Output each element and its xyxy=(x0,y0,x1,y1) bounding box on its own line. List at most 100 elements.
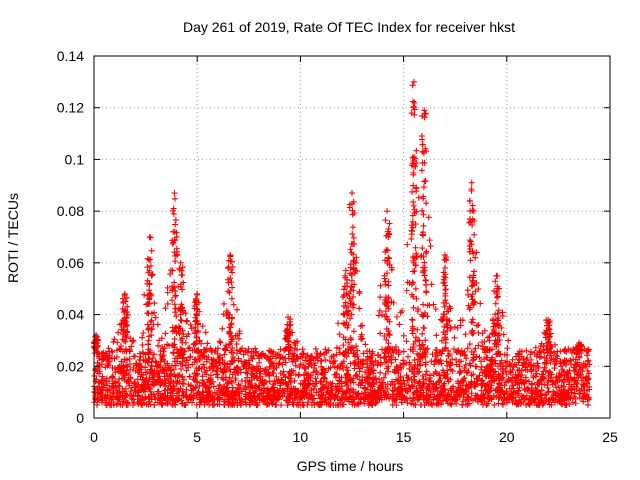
data-point xyxy=(333,344,340,351)
data-point xyxy=(297,393,304,400)
data-point xyxy=(438,337,445,344)
data-point xyxy=(354,347,361,354)
data-point xyxy=(290,356,297,363)
data-point xyxy=(342,336,349,343)
data-point xyxy=(522,396,529,403)
data-point xyxy=(485,364,492,371)
data-point xyxy=(145,401,152,408)
data-point xyxy=(224,380,231,387)
data-point xyxy=(444,367,451,374)
data-point xyxy=(498,376,505,383)
data-point xyxy=(408,222,415,229)
data-point xyxy=(412,334,419,341)
data-point xyxy=(566,401,573,408)
data-point xyxy=(296,371,303,378)
data-point xyxy=(287,321,294,328)
data-point xyxy=(408,188,415,195)
data-point xyxy=(146,370,153,377)
data-point xyxy=(376,376,383,383)
data-point xyxy=(393,343,400,350)
data-point xyxy=(155,388,162,395)
data-point xyxy=(183,386,190,393)
data-point xyxy=(412,338,419,345)
data-point xyxy=(313,378,320,385)
data-point xyxy=(159,343,166,350)
data-point xyxy=(426,302,433,309)
data-point xyxy=(256,359,263,366)
data-point xyxy=(189,399,196,406)
data-point xyxy=(421,380,428,387)
data-point xyxy=(584,379,591,386)
data-point xyxy=(447,400,454,407)
data-point xyxy=(320,374,327,381)
data-point xyxy=(256,386,263,393)
data-point xyxy=(443,397,450,404)
data-point xyxy=(447,305,454,312)
data-point xyxy=(364,348,371,355)
data-point xyxy=(362,368,369,375)
data-point xyxy=(399,385,406,392)
data-point xyxy=(421,178,428,185)
data-point xyxy=(124,328,131,335)
data-point xyxy=(442,334,449,341)
data-point xyxy=(146,281,153,288)
data-point xyxy=(384,228,391,235)
data-point xyxy=(224,364,231,371)
data-point xyxy=(425,387,432,394)
data-point xyxy=(422,145,429,152)
data-point xyxy=(235,355,242,362)
data-point xyxy=(462,361,469,368)
data-point xyxy=(369,350,376,357)
data-point xyxy=(388,266,395,273)
data-point xyxy=(178,365,185,372)
data-point xyxy=(350,301,357,308)
data-point xyxy=(432,306,439,313)
data-point xyxy=(467,257,474,264)
data-point xyxy=(220,384,227,391)
data-point xyxy=(385,368,392,375)
data-point xyxy=(449,368,456,375)
data-point xyxy=(444,322,451,329)
data-point xyxy=(385,340,392,347)
data-point xyxy=(368,381,375,388)
data-point xyxy=(96,368,103,375)
data-point xyxy=(238,358,245,365)
data-point xyxy=(475,342,482,349)
data-point xyxy=(303,382,310,389)
data-point xyxy=(498,357,505,364)
data-point xyxy=(196,308,203,315)
data-point xyxy=(431,358,438,365)
data-point xyxy=(348,311,355,318)
data-point xyxy=(169,267,176,274)
data-point xyxy=(225,276,232,283)
data-point xyxy=(419,136,426,143)
data-point xyxy=(179,272,186,279)
data-point xyxy=(410,304,417,311)
y-axis-title: ROTI / TECUs xyxy=(5,193,21,283)
data-point xyxy=(322,396,329,403)
data-point xyxy=(331,371,338,378)
data-point xyxy=(350,293,357,300)
data-point xyxy=(220,398,227,405)
data-point xyxy=(99,373,106,380)
data-point xyxy=(127,388,134,395)
data-point xyxy=(177,316,184,323)
data-point xyxy=(347,315,354,322)
data-point xyxy=(247,389,254,396)
data-point xyxy=(344,324,351,331)
data-point xyxy=(342,267,349,274)
data-point xyxy=(409,330,416,337)
data-point xyxy=(362,377,369,384)
data-point xyxy=(472,288,479,295)
data-point xyxy=(209,366,216,373)
data-point xyxy=(427,391,434,398)
data-point xyxy=(515,380,522,387)
data-point xyxy=(219,392,226,399)
data-point xyxy=(141,291,148,298)
data-point xyxy=(349,207,356,214)
data-point xyxy=(170,366,177,373)
data-point xyxy=(551,399,558,406)
data-point xyxy=(356,290,363,297)
data-point xyxy=(400,332,407,339)
data-point xyxy=(192,384,199,391)
